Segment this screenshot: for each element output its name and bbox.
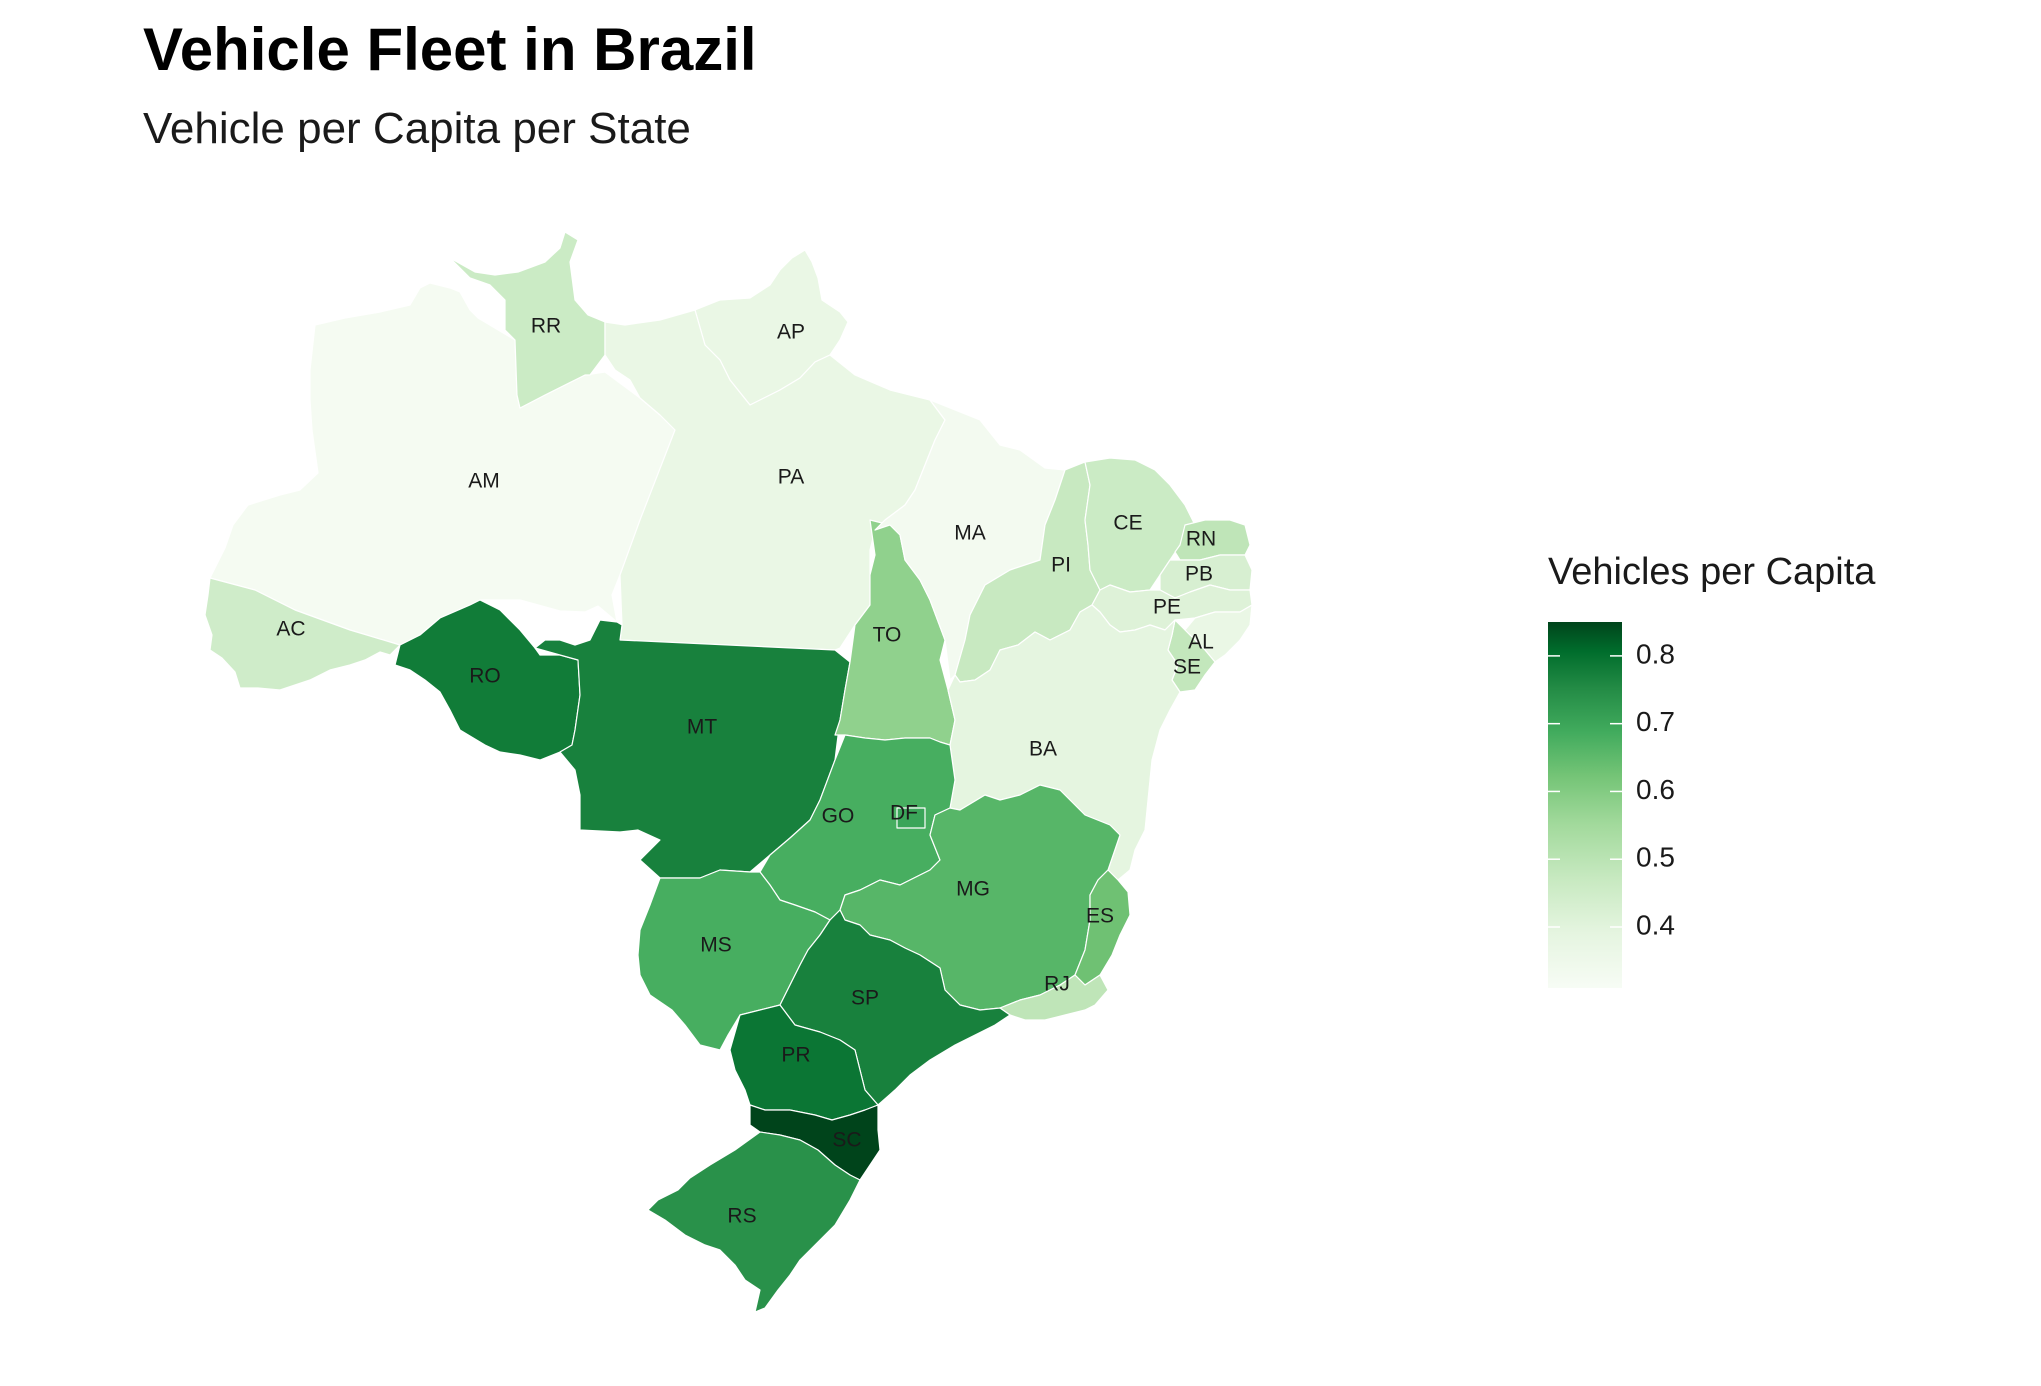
chart-title: Vehicle Fleet in Brazil <box>143 16 757 83</box>
state-label-se: SE <box>1173 656 1201 679</box>
state-label-rr: RR <box>531 315 561 338</box>
state-label-ce: CE <box>1113 512 1142 535</box>
state-label-ap: AP <box>777 321 805 344</box>
state-label-sc: SC <box>832 1129 861 1152</box>
state-label-rj: RJ <box>1044 973 1070 996</box>
state-label-pa: PA <box>778 466 804 489</box>
state-df <box>896 807 926 829</box>
state-label-to: TO <box>873 624 902 647</box>
state-label-am: AM <box>468 470 500 493</box>
state-label-pb: PB <box>1185 563 1213 586</box>
legend-tick-label: 0.8 <box>1636 638 1675 669</box>
state-label-ma: MA <box>954 522 986 545</box>
legend-ticks: 0.4 0.5 0.6 0.7 0.8 <box>1548 638 1675 940</box>
state-label-pe: PE <box>1153 596 1181 619</box>
state-label-df: DF <box>890 802 918 825</box>
state-label-sp: SP <box>851 987 879 1010</box>
state-label-mg: MG <box>956 878 990 901</box>
legend: Vehicles per Capita 0.4 0.5 0.6 0.7 0.8 <box>1548 551 1876 988</box>
state-label-ac: AC <box>276 618 305 641</box>
state-ma <box>874 399 1066 681</box>
state-label-pi: PI <box>1051 554 1071 577</box>
state-label-ba: BA <box>1029 738 1057 761</box>
legend-tick-label: 0.4 <box>1636 909 1675 940</box>
state-ac <box>204 577 401 691</box>
legend-color-bar <box>1548 622 1622 988</box>
state-rj <box>999 974 1109 1021</box>
state-label-al: AL <box>1188 631 1214 654</box>
state-label-rs: RS <box>727 1205 756 1228</box>
legend-tick-label: 0.7 <box>1636 706 1675 737</box>
chart-subtitle: Vehicle per Capita per State <box>143 104 691 153</box>
state-label-pr: PR <box>781 1044 810 1067</box>
legend-tick-label: 0.6 <box>1636 774 1675 805</box>
state-am <box>209 282 676 646</box>
legend-tick-label: 0.5 <box>1636 842 1675 873</box>
state-label-go: GO <box>822 805 855 828</box>
state-label-mt: MT <box>687 716 717 739</box>
state-mt <box>534 619 851 879</box>
state-label-ms: MS <box>700 934 732 957</box>
state-label-ro: RO <box>469 665 501 688</box>
state-rs <box>647 1131 861 1313</box>
legend-title: Vehicles per Capita <box>1548 551 1876 593</box>
states-layer <box>204 231 1253 1313</box>
state-label-rn: RN <box>1186 528 1216 551</box>
state-label-es: ES <box>1086 905 1114 928</box>
